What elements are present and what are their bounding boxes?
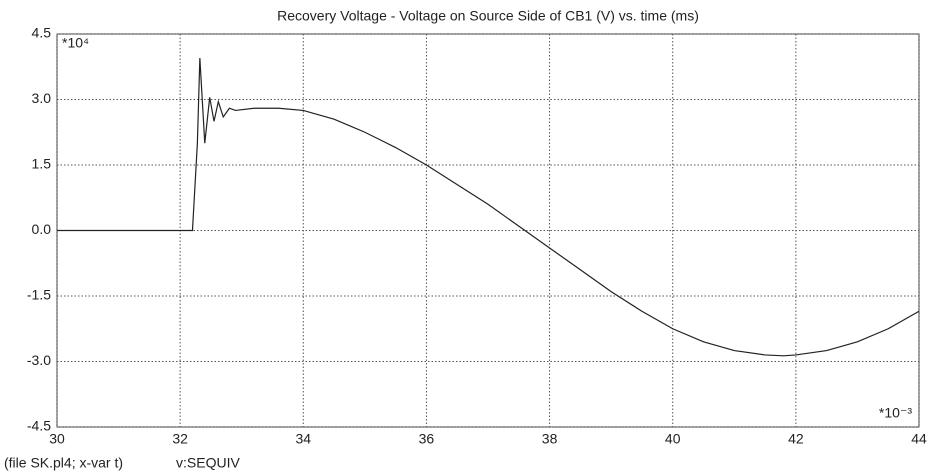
x-tick-label: 40 — [665, 431, 681, 447]
x-tick-label: 36 — [419, 431, 435, 447]
y-multiplier: *10⁴ — [62, 35, 89, 51]
y-tick-label: 0.0 — [32, 221, 52, 237]
y-tick-label: 4.5 — [32, 25, 52, 41]
y-tick-label: 1.5 — [32, 156, 52, 172]
x-tick-label: 32 — [172, 431, 188, 447]
y-tick-label: -1.5 — [27, 287, 51, 303]
footer-variable: v:SEQUIV — [176, 455, 240, 471]
x-multiplier: *10⁻³ — [879, 405, 912, 421]
x-tick-label: 30 — [49, 431, 65, 447]
line-series — [57, 57, 920, 357]
x-tick-label: 42 — [788, 431, 804, 447]
x-tick-label: 38 — [542, 431, 558, 447]
chart-title: Recovery Voltage - Voltage on Source Sid… — [277, 8, 699, 24]
y-tick-label: -4.5 — [27, 418, 51, 434]
footer-file: (file SK.pl4; x-var t) — [4, 455, 123, 471]
x-tick-label: 34 — [295, 431, 311, 447]
y-tick-label: -3.0 — [27, 352, 51, 368]
x-tick-label: 44 — [911, 431, 927, 447]
y-tick-label: 3.0 — [32, 90, 52, 106]
